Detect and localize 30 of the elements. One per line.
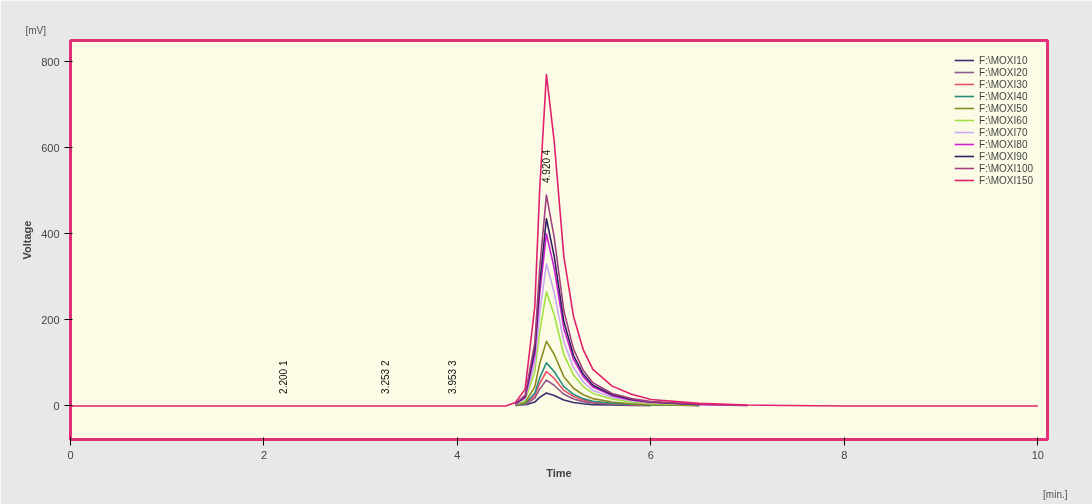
x-axis-title: Time [546, 466, 572, 479]
legend-label: F:\MOXI80 [979, 138, 1028, 150]
y-tick-label: 0 [53, 399, 60, 412]
text: [mV] [25, 24, 47, 36]
legend-label: F:\MOXI40 [979, 90, 1028, 102]
annotation: 2.200 1 [277, 360, 289, 394]
annotation: 3.953 3 [447, 360, 459, 394]
legend-label: F:\MOXI60 [979, 114, 1028, 126]
y-tick-label: 600 [41, 141, 60, 154]
x-tick-label: 2 [260, 448, 268, 461]
x-tick-label: 0 [67, 448, 74, 461]
legend-label: F:\MOXI50 [979, 102, 1028, 114]
legend-label: F:\MOXI30 [979, 78, 1028, 90]
legend-label: F:\MOXI20 [979, 66, 1028, 78]
x-tick-label: 10 [1031, 448, 1044, 461]
y-tick-label: 200 [41, 313, 60, 326]
y-tick-label: 800 [41, 55, 60, 68]
legend-label: F:\MOXI100 [979, 162, 1033, 174]
x-tick-label: 4 [454, 448, 461, 461]
y-axis-title: Voltage [21, 220, 34, 260]
y-tick-label: 400 [41, 227, 60, 240]
annotation: 4.920 4 [540, 149, 552, 184]
annotation: 3.253 2 [379, 360, 391, 394]
legend-label: F:\MOXI70 [979, 126, 1028, 138]
legend-label: F:\MOXI150 [979, 174, 1033, 186]
legend-label: F:\MOXI10 [979, 54, 1028, 66]
x-tick-label: 8 [841, 448, 848, 461]
x-tick-label: 6 [647, 448, 654, 461]
text: [min.] [1043, 488, 1068, 500]
legend-label: F:\MOXI90 [979, 150, 1028, 162]
